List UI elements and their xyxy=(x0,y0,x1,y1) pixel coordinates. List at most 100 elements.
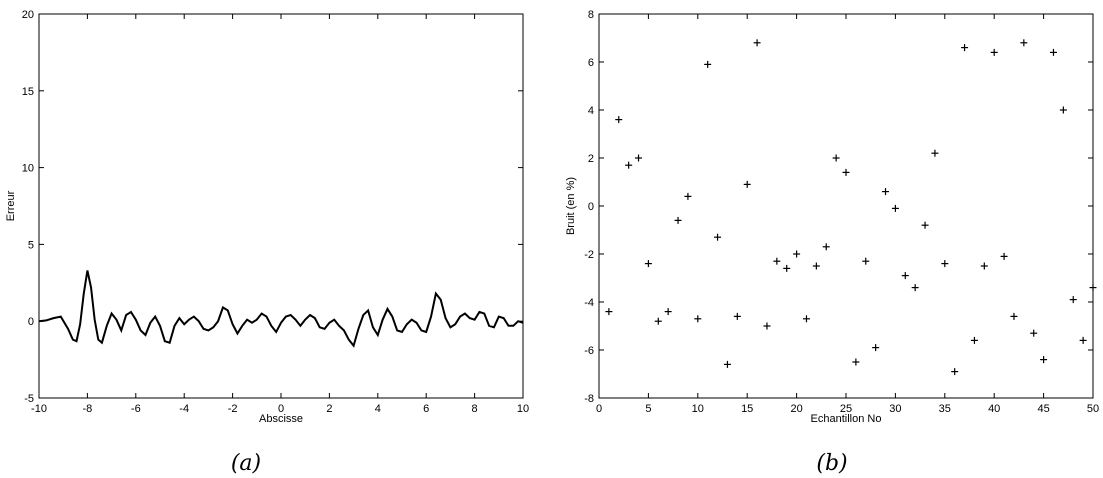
noise-point xyxy=(615,116,623,124)
noise-point xyxy=(625,161,633,169)
x-axis-a: -10 -8 -6 -4 -2 0 2 4 6 8 10 xyxy=(31,14,529,415)
b-x-tick-label: 40 xyxy=(988,403,1000,415)
noise-point xyxy=(605,308,613,316)
noise-point xyxy=(970,336,978,344)
noise-point xyxy=(891,204,899,212)
noise-point xyxy=(763,322,771,330)
b-y-tick-label: -8 xyxy=(584,393,594,405)
b-y-tick-label: 2 xyxy=(588,153,594,165)
a-x-tick-label: -10 xyxy=(31,403,47,415)
plot-area-a xyxy=(38,13,524,399)
b-y-tick-label: -6 xyxy=(584,345,594,357)
noise-point xyxy=(664,308,672,316)
noise-point xyxy=(862,257,870,265)
error-curve xyxy=(38,270,524,348)
noise-point xyxy=(1059,106,1067,114)
noise-point xyxy=(773,257,781,265)
a-y-tick-label: -5 xyxy=(24,393,34,405)
a-x-tick-label: -8 xyxy=(83,403,93,415)
b-y-tick-label: -2 xyxy=(584,249,594,261)
noise-point xyxy=(1020,39,1028,47)
y-axis-label-a: Erreur xyxy=(5,190,17,221)
noise-point xyxy=(714,233,722,241)
noise-point xyxy=(684,192,692,200)
noise-point xyxy=(802,315,810,323)
noise-point xyxy=(931,149,939,157)
panel-b-scatter-chart: 0 5 10 15 20 25 30 35 40 45 50 -8 -6 -4 -2 0 2 4 6 8 Echan… xyxy=(565,9,1099,476)
x-axis-label-a: Abscisse xyxy=(259,413,303,425)
noise-point xyxy=(951,368,959,376)
x-axis-label-b: Echantillon No xyxy=(811,413,882,425)
noise-points xyxy=(605,39,1097,376)
noise-point xyxy=(852,358,860,366)
noise-point xyxy=(980,262,988,270)
noise-point xyxy=(1010,312,1018,320)
noise-point xyxy=(733,312,741,320)
b-x-tick-label: 0 xyxy=(596,403,602,415)
a-x-tick-label: 0 xyxy=(278,403,284,415)
caption-a: (a) xyxy=(231,451,261,476)
noise-point xyxy=(832,154,840,162)
panel-a-line-chart: -10 -8 -6 -4 -2 0 2 4 6 8 10 -5 0 5 10 15 20 Abscisse E… xyxy=(5,9,529,476)
caption-b: (b) xyxy=(816,451,847,476)
noise-point xyxy=(961,44,969,52)
plot-area-b xyxy=(598,13,1094,399)
noise-point xyxy=(743,180,751,188)
noise-point xyxy=(783,264,791,272)
y-axis-label-b: Bruit (en %) xyxy=(565,177,577,235)
a-x-tick-label: -6 xyxy=(131,403,141,415)
b-x-tick-label: 45 xyxy=(1037,403,1049,415)
a-x-tick-label: 8 xyxy=(472,403,478,415)
a-x-tick-label: 2 xyxy=(326,403,332,415)
noise-point xyxy=(635,154,643,162)
noise-point xyxy=(654,317,662,325)
noise-point xyxy=(753,39,761,47)
noise-point xyxy=(1040,356,1048,364)
noise-point xyxy=(901,272,909,280)
b-x-tick-label: 30 xyxy=(889,403,901,415)
a-y-tick-label: 10 xyxy=(22,163,34,175)
b-x-tick-label: 50 xyxy=(1087,403,1099,415)
noise-point xyxy=(674,216,682,224)
noise-point xyxy=(911,284,919,292)
b-x-tick-label: 20 xyxy=(790,403,802,415)
a-x-tick-label: -4 xyxy=(179,403,189,415)
noise-point xyxy=(1069,296,1077,304)
noise-point xyxy=(812,262,820,270)
noise-point xyxy=(842,168,850,176)
noise-point xyxy=(1030,329,1038,337)
noise-point xyxy=(822,243,830,251)
y-axis-b: -8 -6 -4 -2 0 2 4 6 8 xyxy=(584,9,1093,405)
x-axis-b: 0 5 10 15 20 25 30 35 40 45 50 xyxy=(596,14,1099,415)
noise-point xyxy=(723,360,731,368)
b-x-tick-label: 15 xyxy=(741,403,753,415)
b-x-tick-label: 35 xyxy=(939,403,951,415)
b-x-tick-label: 25 xyxy=(840,403,852,415)
noise-point xyxy=(793,250,801,258)
a-x-tick-label: 6 xyxy=(423,403,429,415)
y-axis-a: -5 0 5 10 15 20 xyxy=(22,9,523,405)
a-y-tick-label: 0 xyxy=(28,316,34,328)
noise-point xyxy=(704,60,712,68)
a-x-tick-label: -2 xyxy=(228,403,238,415)
b-y-tick-label: 0 xyxy=(588,201,594,213)
a-x-tick-label: 10 xyxy=(517,403,529,415)
a-x-tick-label: 4 xyxy=(375,403,381,415)
noise-point xyxy=(1089,284,1097,292)
noise-point xyxy=(694,315,702,323)
a-y-tick-label: 20 xyxy=(22,9,34,21)
noise-point xyxy=(941,260,949,268)
noise-point xyxy=(990,48,998,56)
a-y-tick-label: 15 xyxy=(22,86,34,98)
b-y-tick-label: 6 xyxy=(588,57,594,69)
noise-point xyxy=(1049,48,1057,56)
b-y-tick-label: -4 xyxy=(584,297,594,309)
b-y-tick-label: 8 xyxy=(588,9,594,21)
noise-point xyxy=(921,221,929,229)
noise-point xyxy=(1079,336,1087,344)
b-y-tick-label: 4 xyxy=(588,105,594,117)
noise-point xyxy=(872,344,880,352)
b-x-tick-label: 10 xyxy=(692,403,704,415)
noise-point xyxy=(1000,252,1008,260)
